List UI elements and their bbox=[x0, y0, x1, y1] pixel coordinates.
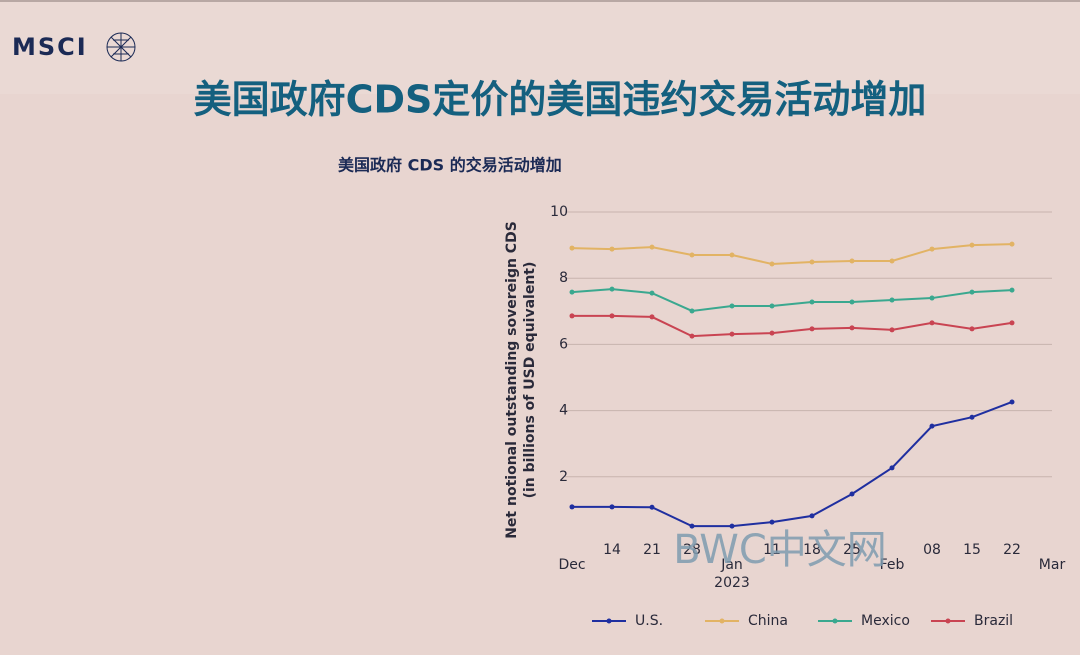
data-point bbox=[609, 313, 615, 319]
data-point bbox=[609, 286, 615, 292]
data-point bbox=[689, 333, 695, 339]
y-tick-label: 6 bbox=[559, 336, 568, 352]
data-point bbox=[1009, 399, 1015, 405]
legend-label: China bbox=[748, 613, 788, 629]
y-tick-label: 2 bbox=[559, 469, 568, 485]
chart-title: 美国政府 CDS 的交易活动增加 bbox=[338, 156, 562, 175]
data-point bbox=[609, 504, 615, 510]
data-point bbox=[809, 299, 815, 305]
data-point bbox=[889, 465, 895, 471]
logo-text: MSCI bbox=[12, 33, 88, 61]
data-point bbox=[889, 327, 895, 333]
y-tick-label: 8 bbox=[559, 270, 568, 286]
series-line bbox=[571, 288, 1013, 312]
legend-dot bbox=[945, 618, 951, 624]
series-line bbox=[572, 401, 1013, 528]
top-border bbox=[0, 0, 1080, 2]
y-axis-title: Net notional outstanding sovereign CDS bbox=[504, 221, 520, 539]
data-point bbox=[809, 513, 815, 519]
x-tick-sublabel: 2023 bbox=[714, 575, 750, 591]
data-point bbox=[969, 289, 975, 295]
data-point bbox=[569, 245, 575, 251]
x-tick-label: Feb bbox=[880, 557, 905, 573]
x-tick-label: 28 bbox=[683, 542, 701, 558]
data-point bbox=[929, 295, 935, 301]
x-tick-label: 11 bbox=[763, 542, 781, 558]
data-point bbox=[1009, 320, 1015, 326]
legend-dot bbox=[606, 618, 612, 624]
y-tick-label: 10 bbox=[550, 204, 568, 220]
x-tick-label: 21 bbox=[643, 542, 661, 558]
data-point bbox=[849, 299, 855, 305]
data-point bbox=[969, 242, 975, 248]
x-tick-label: 15 bbox=[963, 542, 981, 558]
data-point bbox=[969, 326, 975, 332]
data-point bbox=[769, 303, 775, 309]
data-point bbox=[729, 331, 735, 337]
data-point bbox=[929, 320, 935, 326]
data-point bbox=[649, 244, 655, 250]
data-point bbox=[609, 246, 615, 252]
x-tick-label: 25 bbox=[843, 542, 861, 558]
x-tick-label: Dec bbox=[558, 557, 585, 573]
data-point bbox=[849, 258, 855, 264]
y-tick-label: 4 bbox=[559, 403, 568, 419]
data-point bbox=[769, 330, 775, 336]
data-point bbox=[689, 252, 695, 258]
data-point bbox=[809, 326, 815, 332]
data-point bbox=[809, 259, 815, 265]
data-point bbox=[569, 289, 575, 295]
data-point bbox=[649, 504, 655, 510]
data-point bbox=[849, 491, 855, 497]
legend-label: Mexico bbox=[861, 613, 910, 629]
data-point bbox=[1009, 241, 1015, 247]
series-line bbox=[572, 314, 1013, 338]
legend-label: Brazil bbox=[974, 613, 1013, 629]
data-point bbox=[649, 314, 655, 320]
data-point bbox=[849, 325, 855, 331]
series-line bbox=[571, 243, 1013, 265]
data-point bbox=[889, 258, 895, 264]
x-tick-label: 18 bbox=[803, 542, 821, 558]
data-point bbox=[729, 523, 735, 529]
legend-dot bbox=[719, 618, 725, 624]
data-point bbox=[729, 303, 735, 309]
y-axis-title: (in billions of USD equivalent) bbox=[522, 262, 538, 499]
x-tick-label: 08 bbox=[923, 542, 941, 558]
data-point bbox=[569, 504, 575, 510]
x-tick-label: 22 bbox=[1003, 542, 1021, 558]
data-point bbox=[929, 246, 935, 252]
data-point bbox=[929, 423, 935, 429]
x-tick-label: Mar bbox=[1039, 557, 1066, 573]
x-tick-label: Jan bbox=[720, 557, 743, 573]
x-tick-label: 14 bbox=[603, 542, 621, 558]
data-point bbox=[729, 252, 735, 258]
data-point bbox=[769, 261, 775, 267]
data-point bbox=[689, 308, 695, 314]
data-point bbox=[1009, 287, 1015, 293]
watermark: BWC中文网 bbox=[673, 527, 887, 573]
page-title: 美国政府CDS定价的美国违约交易活动增加 bbox=[194, 78, 927, 122]
data-point bbox=[689, 523, 695, 529]
header-band bbox=[0, 2, 1080, 94]
logo-globe bbox=[106, 32, 136, 62]
data-point bbox=[569, 313, 575, 319]
legend-label: U.S. bbox=[635, 613, 663, 629]
data-point bbox=[769, 519, 775, 525]
legend-dot bbox=[832, 618, 838, 624]
data-point bbox=[889, 297, 895, 303]
data-point bbox=[969, 414, 975, 420]
data-point bbox=[649, 290, 655, 296]
